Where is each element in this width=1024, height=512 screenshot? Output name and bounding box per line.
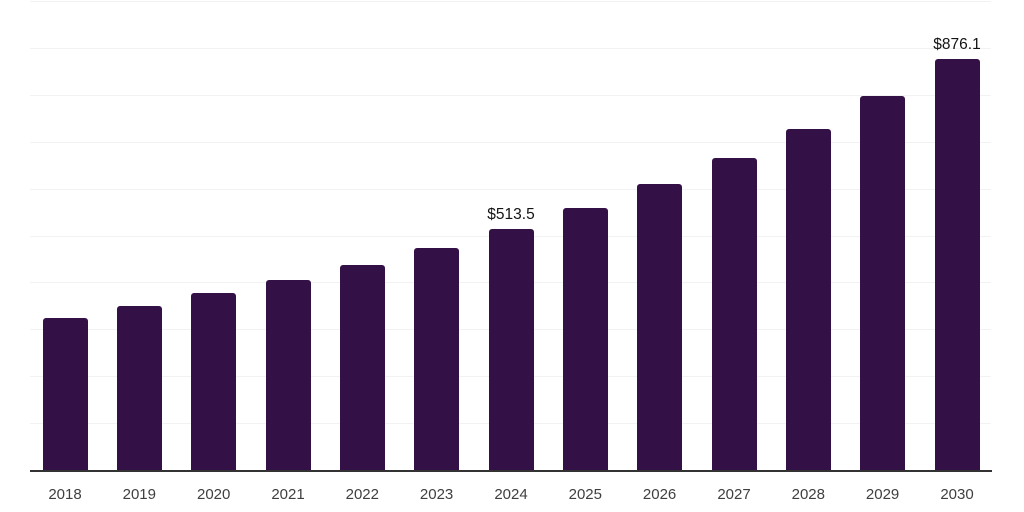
data-label-2030: $876.1	[933, 36, 981, 54]
x-tick-label-2028: 2028	[791, 486, 825, 503]
gridline	[30, 141, 991, 143]
bar-2028	[785, 129, 831, 470]
bar-2022	[339, 265, 385, 470]
bar-2018	[42, 318, 88, 470]
x-tick-label-2029: 2029	[865, 486, 900, 503]
x-tick-label-2022: 2022	[345, 486, 379, 503]
bar-2020	[191, 293, 237, 470]
x-tick-label-2018: 2018	[48, 486, 82, 503]
x-tick-label-2026: 2026	[642, 486, 677, 503]
bar-2023	[414, 248, 460, 470]
bar-2026	[637, 183, 683, 470]
x-tick-label-2023: 2023	[419, 486, 454, 503]
bar-2027	[711, 158, 757, 470]
gridline	[30, 1, 991, 2]
bar-2019	[116, 305, 162, 470]
x-tick-label-2019: 2019	[122, 486, 156, 503]
x-tick-label-2020: 2020	[197, 486, 231, 503]
x-tick-label-2024: 2024	[494, 486, 528, 503]
gridline	[30, 47, 991, 49]
x-tick-label-2027: 2027	[717, 486, 751, 503]
x-tick-label-2021: 2021	[271, 486, 305, 503]
bar-2024	[488, 229, 534, 470]
bar-2029	[860, 96, 906, 470]
x-tick-label-2025: 2025	[568, 486, 602, 503]
bar-2030	[934, 59, 980, 470]
x-axis-line	[30, 470, 992, 472]
gridline	[30, 188, 991, 190]
gridline	[30, 94, 991, 96]
x-tick-label-2030: 2030	[940, 486, 974, 503]
bar-2021	[265, 280, 311, 470]
data-label-2024: $513.5	[487, 206, 535, 224]
bar-2025	[562, 208, 608, 470]
